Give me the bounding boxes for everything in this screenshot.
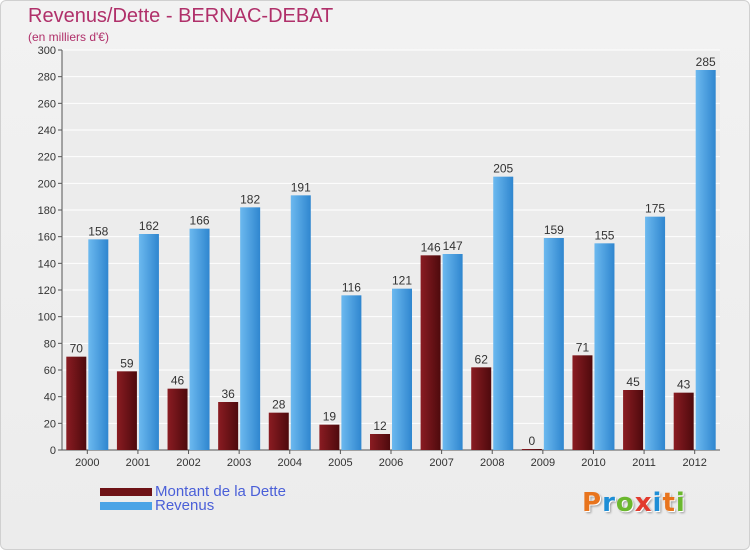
y-tick-label: 140 (38, 258, 56, 270)
data-label-debt: 45 (626, 375, 640, 389)
bar-revenue (138, 234, 159, 450)
x-tick-label: 2010 (581, 457, 605, 469)
x-tick-label: 2006 (379, 457, 403, 469)
chart-subtitle: (en milliers d'€) (28, 30, 109, 44)
data-label-revenue: 166 (190, 214, 210, 228)
data-label-revenue: 162 (139, 219, 159, 233)
bar-debt (319, 424, 340, 450)
plot-area (62, 50, 720, 450)
y-tick-label: 120 (38, 285, 56, 297)
x-tick-label: 2003 (227, 457, 251, 469)
y-tick-label: 100 (38, 312, 56, 324)
y-tick-label: 60 (44, 365, 56, 377)
bar-revenue (493, 176, 514, 450)
data-label-debt: 0 (529, 434, 536, 448)
data-label-debt: 12 (373, 419, 387, 433)
legend-label-revenus: Revenus (155, 497, 215, 514)
bar-revenue (290, 195, 311, 450)
data-label-debt: 28 (272, 398, 286, 412)
data-label-debt: 36 (221, 387, 235, 401)
data-label-debt: 43 (677, 378, 691, 392)
x-tick-label: 2012 (682, 457, 706, 469)
x-tick-label: 2000 (75, 457, 99, 469)
bar-debt (167, 388, 188, 450)
data-label-revenue: 182 (240, 192, 260, 206)
data-label-debt: 62 (475, 352, 489, 366)
bar-revenue (543, 238, 564, 450)
data-label-revenue: 158 (88, 224, 108, 238)
data-label-revenue: 121 (392, 274, 412, 288)
bar-revenue (341, 295, 362, 450)
legend-swatch-revenus (100, 502, 152, 510)
bar-debt (623, 390, 644, 450)
bar-debt (420, 255, 441, 450)
bar-debt (116, 371, 137, 450)
data-label-revenue: 155 (594, 228, 614, 242)
y-tick-label: 300 (38, 45, 56, 57)
bar-revenue (240, 207, 261, 450)
bar-debt (572, 355, 593, 450)
data-label-revenue: 285 (696, 55, 716, 69)
bar-revenue (594, 243, 615, 450)
data-label-debt: 146 (421, 240, 441, 254)
data-label-debt: 46 (171, 374, 185, 388)
legend-label-dette: Montant de la Dette (155, 483, 286, 500)
chart-title: Revenus/Dette - BERNAC-DEBAT (28, 5, 334, 27)
data-label-debt: 19 (323, 410, 337, 424)
y-tick-label: 240 (38, 125, 56, 137)
bar-debt (218, 402, 239, 450)
bar-debt (370, 434, 390, 450)
bar-debt (673, 392, 694, 450)
data-label-revenue: 116 (342, 280, 361, 294)
data-label-debt: 59 (120, 356, 134, 370)
data-label-revenue: 191 (291, 180, 311, 194)
bar-revenue (695, 70, 716, 450)
data-label-revenue: 205 (493, 162, 513, 176)
y-tick-label: 40 (44, 392, 56, 404)
bar-debt (268, 412, 289, 450)
bar-debt (66, 356, 87, 450)
y-tick-label: 260 (38, 98, 56, 110)
data-label-debt: 70 (70, 342, 84, 356)
data-label-revenue: 147 (443, 239, 463, 253)
bar-revenue (645, 216, 666, 450)
bar-revenue (392, 288, 412, 450)
x-tick-label: 2011 (632, 457, 656, 469)
y-tick-label: 180 (38, 205, 56, 217)
x-tick-label: 2004 (278, 457, 302, 469)
bar-debt (521, 449, 542, 450)
bar-debt (471, 367, 492, 450)
legend-swatch-dette (100, 488, 152, 496)
data-label-revenue: 159 (544, 223, 564, 237)
x-tick-label: 2005 (328, 457, 352, 469)
bar-revenue (442, 254, 463, 450)
x-tick-label: 2002 (176, 457, 200, 469)
x-tick-label: 2008 (480, 457, 504, 469)
x-tick-label: 2001 (126, 457, 150, 469)
y-tick-label: 200 (38, 178, 56, 190)
bar-revenue (88, 239, 109, 450)
y-tick-label: 20 (44, 418, 56, 430)
y-tick-label: 280 (38, 72, 56, 84)
y-tick-label: 160 (38, 232, 56, 244)
x-tick-label: 2009 (531, 457, 555, 469)
y-tick-label: 80 (44, 338, 56, 350)
data-label-revenue: 175 (645, 202, 665, 216)
y-tick-label: 0 (50, 445, 56, 457)
y-tick-label: 220 (38, 152, 56, 164)
x-tick-label: 2007 (429, 457, 453, 469)
data-label-debt: 71 (576, 340, 590, 354)
proxiti-logo: Proxiti (582, 488, 686, 518)
bar-revenue (189, 228, 210, 450)
